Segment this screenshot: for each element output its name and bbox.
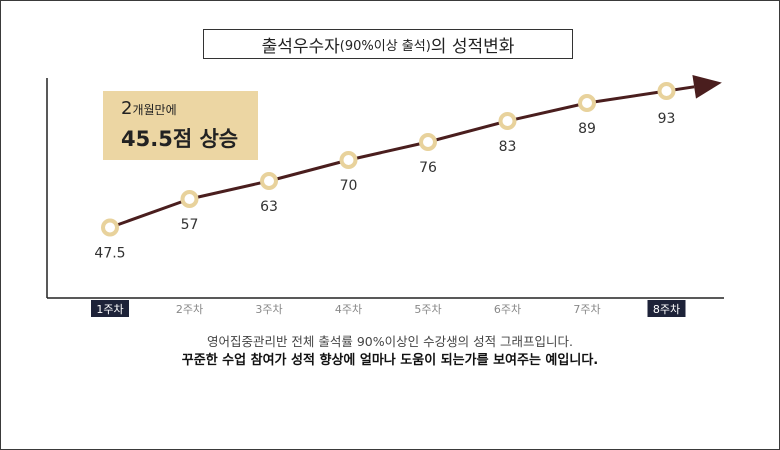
- data-point: [180, 190, 199, 208]
- x-tick-label: 7주차: [573, 303, 600, 316]
- value-label: 63: [260, 199, 278, 215]
- data-point: [578, 94, 596, 112]
- value-label: 70: [340, 178, 358, 194]
- series-line: [109, 89, 667, 229]
- x-tick-label: 2주차: [176, 303, 203, 316]
- title-paren: (90%이상 출석): [339, 38, 431, 54]
- value-label: 83: [499, 139, 517, 155]
- tick-highlight: [647, 300, 686, 317]
- data-point: [339, 151, 358, 169]
- x-tick-label: 6주차: [494, 303, 521, 316]
- data-point: [419, 133, 437, 151]
- callout-number: 2: [121, 98, 133, 119]
- caption-description: 영어집중관리반 전체 출석률 90%이상인 수강생의 성적 그래프입니다.: [206, 334, 574, 349]
- data-point: [657, 82, 676, 100]
- chart-title: 출석우수자 (90%이상 출석) 의 성적변화: [203, 29, 573, 59]
- value-label: 93: [658, 111, 676, 127]
- arrow-head: [692, 74, 722, 99]
- caption-emphasis: 꾸준한 수업 참여가 성적 향상에 얼마나 도움이 되는가를 보여주는 예입니다…: [181, 353, 599, 368]
- x-tick-label: 1주차: [96, 303, 123, 316]
- x-tick-label: 3주차: [255, 303, 282, 316]
- data-point: [498, 112, 517, 130]
- tick-highlight: [91, 300, 129, 317]
- x-tick-label: 4주차: [335, 303, 362, 316]
- increase-callout: 2개월만에 45.5점 상승: [103, 91, 258, 160]
- callout-period: 개월만에: [132, 103, 177, 117]
- value-label: 57: [181, 217, 199, 233]
- title-main: 출석우수자: [261, 36, 340, 57]
- value-label: 47.5: [94, 246, 125, 262]
- data-point: [260, 172, 278, 190]
- title-tail: 의 성적변화: [430, 36, 515, 57]
- x-tick-label: 8주차: [653, 303, 680, 316]
- value-label: 76: [419, 160, 437, 176]
- x-tick-label: 5주차: [414, 303, 441, 316]
- callout-increase: 45.5점 상승: [121, 127, 239, 151]
- data-point: [101, 218, 119, 237]
- value-label: 89: [578, 121, 596, 137]
